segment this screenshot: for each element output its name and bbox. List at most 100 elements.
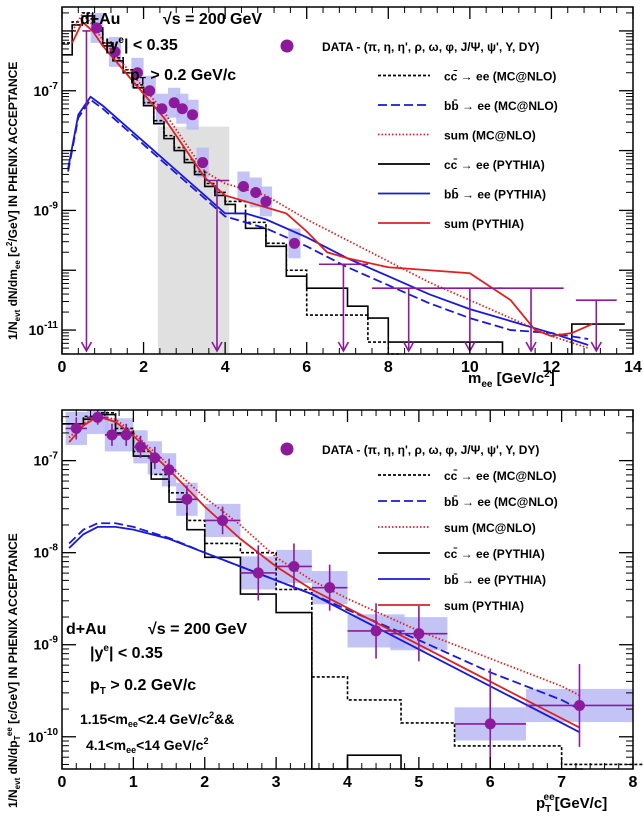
series-line [68,415,580,697]
legend-label: cc̄ → ee (MC@NLO) [444,70,556,84]
x-tick-label: 3 [272,774,281,791]
upper-limit-arrow [525,341,537,353]
legend-label-data: DATA - (π, η, η', ρ, ω, φ, J/Ψ, ψ', Υ, D… [322,40,539,54]
x-tick-label: 0 [58,359,67,376]
legend-marker-data [280,442,294,456]
pt-cut-label: pT > 0.2 GeV/c [130,67,236,87]
data-point [181,493,193,505]
data-point [135,441,147,453]
x-tick-label: 14 [624,359,642,376]
data-point [217,514,229,526]
data-point [168,97,180,109]
legend-label: bb̄ → ee (MC@NLO) [444,495,558,509]
series-line [68,526,580,733]
x-tick-label: 4 [343,774,352,791]
legend-label: bb̄ → ee (MC@NLO) [444,99,558,113]
x-tick-label: 1 [129,774,138,791]
rapidity-cut-label: |ye| < 0.35 [105,35,178,54]
mass-spectrum-panel: 0 2 4 6 8 10 12 14 10-7 10-9 10-11 1/Nevt dN/dmee … [5,6,642,390]
legend-label-data: DATA - (π, η, η', ρ, ω, φ, J/Ψ, ψ', Υ, D… [322,443,539,457]
x-axis-label: pTee[GeV/c] [536,792,607,815]
series-line [68,415,580,729]
y-tick-label: 10-7 [34,451,59,469]
legend-label: sum (MC@NLO) [444,129,536,143]
data-point [91,22,103,34]
x-axis-label: mee [GeV/c2] [468,369,555,390]
data-point [250,186,262,198]
series-line [67,98,589,340]
x-tick-label: 10 [461,359,479,376]
data-point [131,67,143,79]
legend: DATA - (π, η, η', ρ, ω, φ, J/Ψ, ψ', Υ, D… [280,39,558,231]
legend-label: bb̄ → ee (PYTHIA) [444,188,546,202]
series-line [67,95,589,346]
data-point [92,411,104,423]
legend-label: sum (PYTHIA) [444,599,524,613]
series-line [62,12,401,355]
rapidity-cut-label: |ye| < 0.35 [90,643,163,662]
upper-limit-arrow [402,341,415,353]
x-tick-label: 6 [302,359,311,376]
y-tick-label: 10-8 [34,543,59,561]
legend: DATA - (π, η, η', ρ, ω, φ, J/Ψ, ψ', Υ, D… [280,442,558,613]
x-tick-label: 6 [486,774,495,791]
legend-label: bb̄ → ee (PYTHIA) [444,573,546,587]
x-tick-label: 2 [200,774,209,791]
upper-limit-arrow [590,341,602,353]
x-tick-label: 12 [543,359,561,376]
legend-label: cc̄ → ee (PYTHIA) [444,547,545,561]
data-point [573,699,585,711]
data-point [70,422,82,434]
x-tick-label: 8 [629,774,638,791]
data-point [176,103,188,115]
data-point [413,628,425,640]
x-tick-label: 4 [221,359,230,376]
upper-limit-arrow [337,341,350,353]
data-point [260,195,272,207]
series-line [71,12,589,349]
x-tick-label: 8 [384,359,393,376]
data-point [120,429,132,441]
x-tick-label: 2 [139,359,148,376]
y-tick-label: 10-9 [34,200,59,218]
collision-label: d+Au [80,11,120,28]
data-point [288,560,300,572]
legend-label: cc̄ → ee (PYTHIA) [444,158,545,172]
upper-limit-arrow [211,341,223,353]
data-point [288,237,300,249]
data-point [144,85,156,97]
legend-label: sum (PYTHIA) [444,217,524,231]
y-axis-label: 1/Nevt dN/dpTee [c/GeV] IN PHENIX ACCEPT… [5,533,22,808]
mass-cut-label-1: 1.15<mee<2.4 GeV/c2&& [80,710,234,729]
energy-label: √s = 200 GeV [163,11,262,28]
y-axis-label: 1/Nevt dN/dmee [c2/GeV] IN PHENIX ACCEPT… [5,62,22,340]
pt-cut-label: pT > 0.2 GeV/c [90,677,196,697]
data-point [106,429,118,441]
data-point [197,157,209,169]
y-tick-label: 10-9 [34,635,59,653]
legend-label: sum (MC@NLO) [444,521,536,535]
x-tick-label: 7 [557,774,566,791]
pt-spectrum-panel: 0 1 2 3 4 5 6 7 8 10-7 10-8 10-9 10-10 1/Nevt dN/dpT… [5,409,644,815]
data-point [156,103,168,115]
data-point [187,109,199,121]
data-point [237,180,249,192]
legend-marker-data [280,39,294,53]
data-point [484,718,496,730]
series-line [68,522,580,710]
data-point [149,452,161,464]
data-point [109,46,121,58]
collision-label: d+Au [66,621,106,638]
energy-label: √s = 200 GeV [148,621,247,638]
x-tick-label: 0 [58,774,67,791]
y-tick-label: 10-7 [34,81,59,99]
series-line [71,20,593,337]
data-point [252,567,264,579]
plot-frame [61,6,634,355]
data-point [163,464,175,476]
data-point [324,582,336,594]
legend-label: cc̄ → ee (MC@NLO) [444,469,556,483]
mass-cut-label-2: 4.1<mee<14 GeV/c2 [86,736,208,755]
x-tick-label: 5 [414,774,423,791]
